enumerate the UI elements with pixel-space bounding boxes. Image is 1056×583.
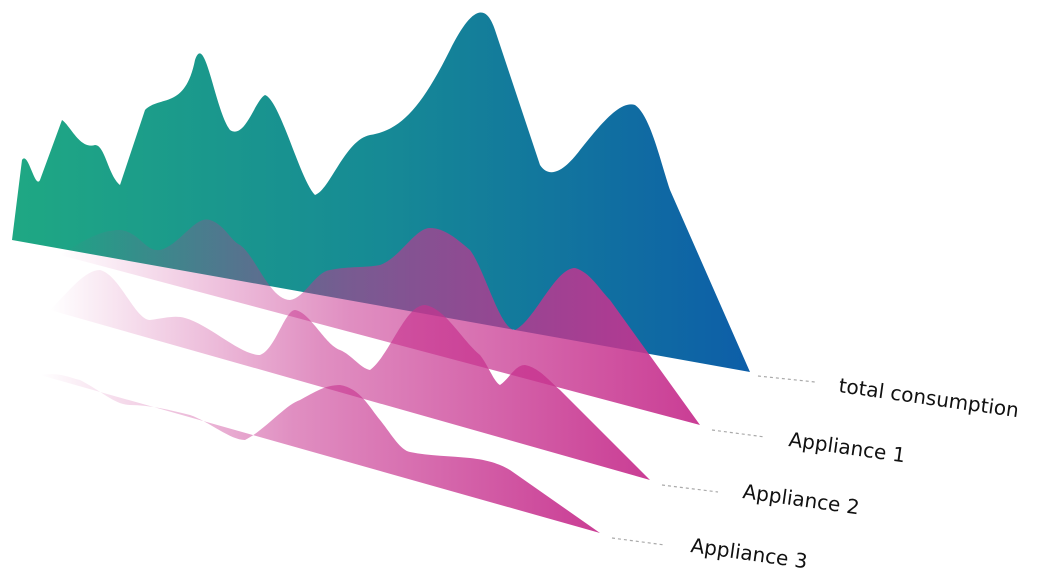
- connector: [611, 537, 666, 546]
- label: total consumption: [837, 373, 1020, 422]
- label: Appliance 1: [787, 427, 907, 467]
- connector: [711, 429, 766, 438]
- label: Appliance 3: [689, 533, 809, 573]
- appliance-2-shape: [50, 270, 650, 480]
- label: Appliance 2: [741, 479, 861, 519]
- connector: [661, 484, 719, 493]
- appliance-3-shape: [40, 374, 600, 533]
- connector: [757, 375, 816, 383]
